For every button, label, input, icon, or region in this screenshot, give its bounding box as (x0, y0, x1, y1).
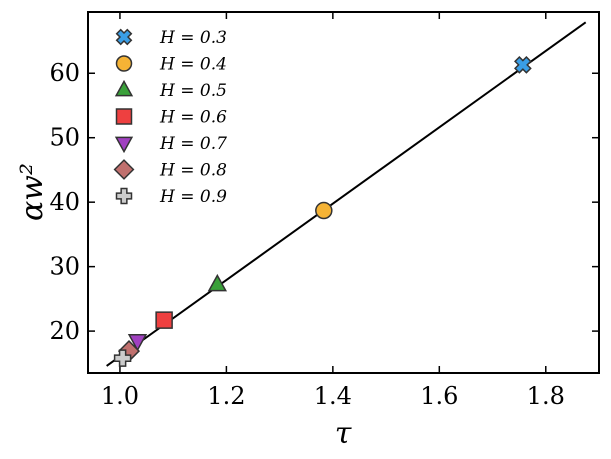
legend-marker (115, 28, 133, 46)
y-tick-label: 40 (49, 188, 80, 216)
data-point-04 (315, 201, 333, 220)
legend-label: H = 0.6 (159, 108, 227, 128)
legend-label: H = 0.5 (159, 81, 227, 101)
legend-marker (114, 79, 134, 97)
y-tick-label: 50 (49, 124, 80, 152)
legend-marker (114, 136, 134, 154)
legend-marker (115, 108, 133, 125)
legend-marker (115, 187, 133, 205)
y-axis-label: αw² (15, 163, 50, 221)
x-tick-label: 1.8 (527, 382, 565, 410)
data-point-03 (514, 55, 532, 74)
x-tick-label: 1.4 (314, 382, 352, 410)
legend: H = 0.3 H = 0.4 H = 0.5 H = 0.6 H = 0.7 H = 0… (113, 28, 227, 207)
legend-marker (113, 159, 135, 180)
legend-label: H = 0.8 (159, 161, 227, 181)
legend-marker (115, 55, 133, 72)
y-tick-label: 60 (49, 59, 80, 87)
axis-ticks: 1.0 1.2 1.4 1.6 1.8 20 30 40 50 60 (49, 12, 599, 410)
data-point-07 (127, 334, 148, 352)
x-tick-label: 1.2 (207, 382, 245, 410)
plot-frame (87, 11, 600, 374)
legend-label: H = 0.3 (159, 28, 227, 48)
data-point-06 (155, 311, 173, 329)
fit-line-group (106, 21, 587, 367)
legend-label: H = 0.4 (159, 55, 227, 75)
legend-label: H = 0.7 (159, 134, 227, 154)
x-tick-label: 1.6 (420, 382, 458, 410)
data-point-05 (207, 273, 228, 292)
fit-line (106, 21, 587, 367)
data-points (113, 55, 532, 367)
y-tick-label: 20 (49, 317, 80, 345)
x-tick-label: 1.0 (101, 382, 139, 410)
y-tick-label: 30 (49, 253, 80, 281)
x-axis-label: τ (335, 416, 352, 451)
data-point-09 (113, 349, 132, 367)
legend-label: H = 0.9 (159, 187, 227, 207)
